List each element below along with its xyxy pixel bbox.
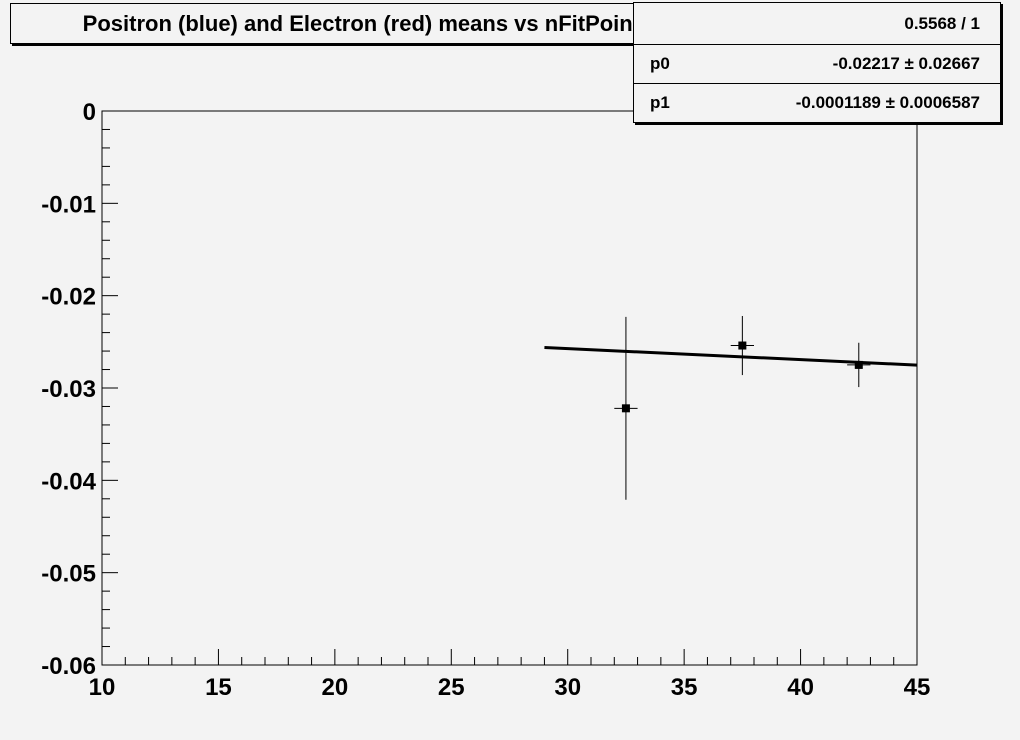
data-point — [738, 341, 747, 350]
data-point — [621, 404, 630, 413]
p0-value: -0.02217 ± 0.02667 — [832, 54, 980, 73]
data-point — [854, 360, 863, 369]
y-tick-label: -0.04 — [41, 468, 96, 495]
x-tick-label: 25 — [438, 674, 465, 701]
y-tick-label: -0.02 — [41, 284, 96, 311]
stats-divider — [634, 44, 1000, 45]
x-tick-label: 40 — [787, 674, 814, 701]
p0-label: p0 — [650, 54, 670, 73]
x-tick-label: 10 — [89, 674, 116, 701]
p1-value: -0.0001189 ± 0.0006587 — [795, 93, 980, 112]
x-tick-label: 30 — [554, 674, 581, 701]
stats-p0-row: p0 -0.02217 ± 0.02667 — [634, 45, 1000, 83]
p1-label: p1 — [650, 93, 670, 112]
chart-title: Positron (blue) and Electron (red) means… — [10, 3, 725, 44]
y-tick-label: -0.01 — [41, 191, 96, 218]
y-tick-label: -0.03 — [41, 376, 96, 403]
y-tick-label: -0.05 — [41, 561, 96, 588]
x-tick-label: 15 — [205, 674, 232, 701]
plot-frame — [101, 110, 918, 666]
stats-p1-row: p1 -0.0001189 ± 0.0006587 — [634, 84, 1000, 122]
x-tick-label: 35 — [671, 674, 698, 701]
x-tick-label: 20 — [322, 674, 349, 701]
fit-stats-box: 0.5568 / 1 p0 -0.02217 ± 0.02667 p1 -0.0… — [633, 2, 1001, 123]
chi2-ndf-value: 0.5568 / 1 — [904, 14, 980, 33]
stats-chi2-row: 0.5568 / 1 — [634, 5, 1000, 43]
y-tick-label: 0 — [83, 99, 96, 126]
x-tick-label: 45 — [904, 674, 931, 701]
stats-divider — [634, 83, 1000, 84]
y-tick-label: -0.06 — [41, 653, 96, 680]
